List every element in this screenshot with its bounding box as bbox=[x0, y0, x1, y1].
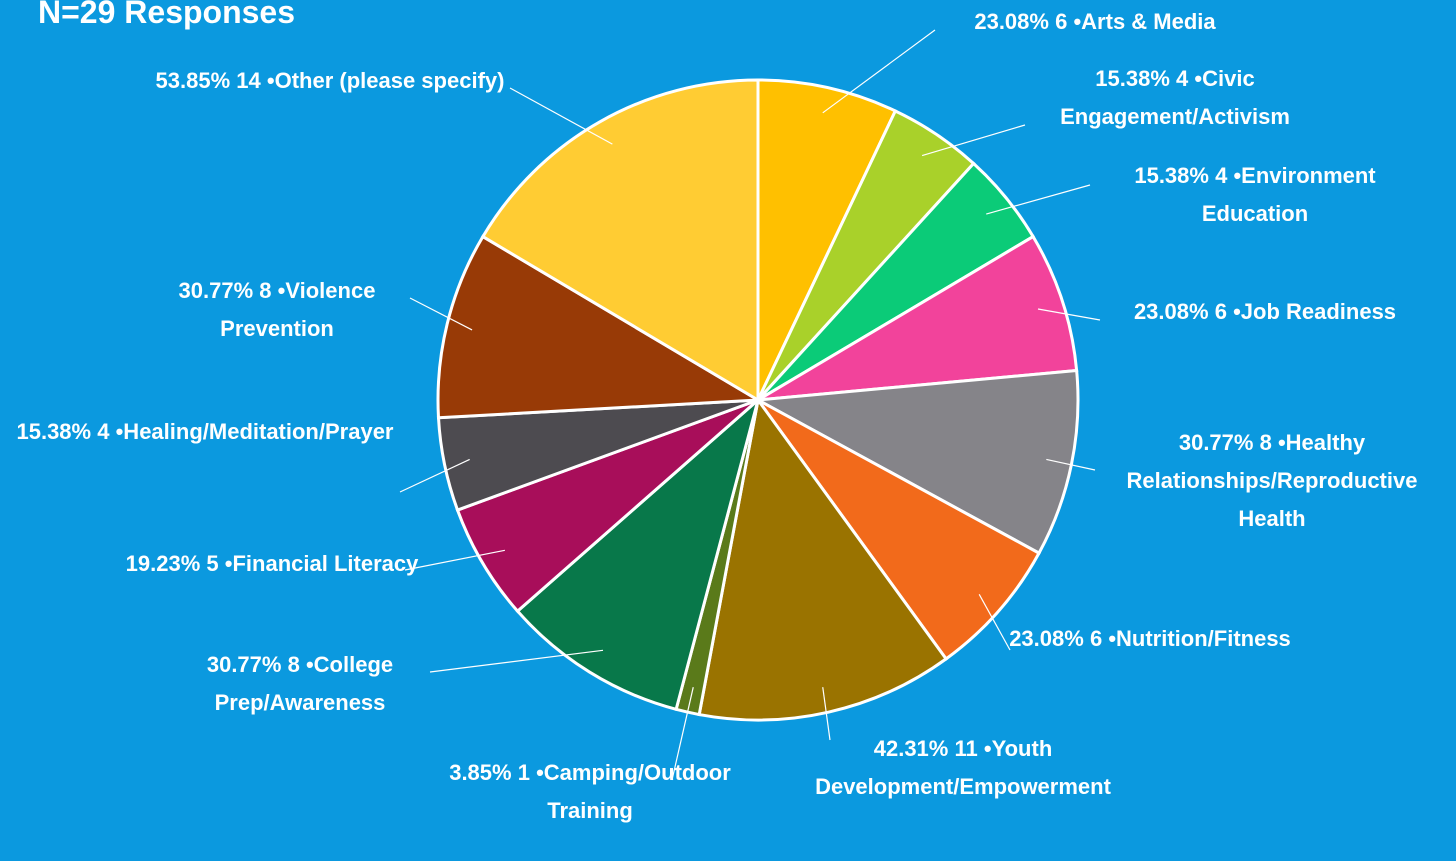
count-label: 11 bbox=[954, 736, 978, 761]
data-label: 15.38% 4 •Civic Engagement/Activism bbox=[1010, 60, 1340, 136]
category-label: •Violence Prevention bbox=[220, 278, 376, 341]
category-label: •Job Readiness bbox=[1233, 299, 1397, 324]
leader-line bbox=[399, 458, 470, 493]
leader-line bbox=[921, 124, 1026, 157]
leader-line bbox=[404, 549, 505, 571]
leader-line bbox=[978, 593, 1011, 651]
pie-slice bbox=[757, 234, 1079, 402]
leader-line bbox=[1037, 308, 1101, 321]
percent-label: 15.38% bbox=[16, 419, 92, 444]
percent-label: 42.31% bbox=[873, 736, 949, 761]
pie-slice bbox=[697, 396, 949, 722]
pie-slice bbox=[756, 78, 898, 401]
data-label: 30.77% 8 •Healthy Relationships/Reproduc… bbox=[1092, 424, 1452, 538]
percent-label: 30.77% bbox=[1178, 430, 1254, 455]
percent-label: 23.08% bbox=[974, 9, 1049, 34]
count-label: 8 bbox=[1259, 430, 1272, 455]
category-label: •Other (please specify) bbox=[266, 68, 505, 93]
leader-line bbox=[671, 687, 694, 781]
category-label: •Environment Education bbox=[1201, 163, 1376, 226]
count-label: 6 bbox=[1089, 626, 1103, 651]
percent-label: 23.08% bbox=[1133, 299, 1209, 324]
percent-label: 53.85% bbox=[155, 68, 231, 93]
leader-line bbox=[429, 649, 604, 673]
data-label: 23.08% 6 •Arts & Media bbox=[885, 3, 1305, 41]
pie-slice bbox=[436, 234, 763, 420]
category-label: •Youth Development/Empowerment bbox=[815, 736, 1111, 799]
data-label: 23.08% 6 •Job Readiness bbox=[1085, 293, 1445, 331]
percent-label: 3.85% bbox=[449, 760, 512, 785]
count-label: 4 bbox=[97, 419, 110, 444]
pie-slice bbox=[756, 398, 1042, 661]
category-label: •Camping/Outdoor Training bbox=[536, 760, 731, 823]
leader-line bbox=[409, 297, 473, 331]
leader-line bbox=[822, 29, 936, 114]
data-label: 30.77% 8 •College Prep/Awareness bbox=[150, 646, 450, 722]
count-label: 1 bbox=[517, 760, 530, 785]
leader-line bbox=[822, 687, 831, 741]
category-label: •Healthy Relationships/Reproductive Heal… bbox=[1126, 430, 1418, 531]
category-label: •Nutrition/Fitness bbox=[1108, 626, 1291, 651]
data-label: 15.38% 4 •Environment Education bbox=[1090, 157, 1420, 233]
percent-label: 23.08% bbox=[1009, 626, 1084, 651]
category-label: •Arts & Media bbox=[1073, 9, 1216, 34]
data-label: 15.38% 4 •Healing/Meditation/Prayer bbox=[15, 413, 395, 451]
percent-label: 15.38% bbox=[1095, 66, 1170, 91]
data-label: 3.85% 1 •Camping/Outdoor Training bbox=[440, 754, 740, 830]
category-label: •College Prep/Awareness bbox=[214, 652, 394, 715]
pie-slice bbox=[480, 78, 760, 403]
chart-title: N=29 Responses bbox=[38, 0, 296, 30]
percent-label: 30.77% bbox=[178, 278, 254, 303]
percent-label: 15.38% bbox=[1134, 163, 1209, 188]
category-label: •Financial Literacy bbox=[224, 551, 419, 576]
count-label: 8 bbox=[259, 278, 272, 303]
count-label: 4 bbox=[1176, 66, 1189, 91]
count-label: 14 bbox=[236, 68, 261, 93]
percent-label: 19.23% bbox=[125, 551, 201, 576]
category-label: •Civic Engagement/Activism bbox=[1060, 66, 1290, 129]
count-label: 6 bbox=[1214, 299, 1227, 324]
count-label: 4 bbox=[1215, 163, 1228, 188]
data-label: 53.85% 14 •Other (please specify) bbox=[140, 62, 520, 100]
leader-line bbox=[1046, 458, 1096, 471]
pie-slice bbox=[515, 395, 761, 712]
leader-line bbox=[986, 184, 1091, 215]
leader-line bbox=[509, 87, 613, 145]
data-label: 19.23% 5 •Financial Literacy bbox=[122, 545, 422, 583]
data-label: 42.31% 11 •Youth Development/Empowerment bbox=[773, 730, 1153, 806]
count-label: 5 bbox=[206, 551, 219, 576]
data-label: 30.77% 8 •Violence Prevention bbox=[127, 272, 427, 348]
category-label: •Healing/Meditation/Prayer bbox=[115, 419, 394, 444]
count-label: 8 bbox=[287, 652, 300, 677]
count-label: 6 bbox=[1055, 9, 1068, 34]
data-label: 23.08% 6 •Nutrition/Fitness bbox=[1000, 620, 1300, 658]
percent-label: 30.77% bbox=[206, 652, 282, 677]
